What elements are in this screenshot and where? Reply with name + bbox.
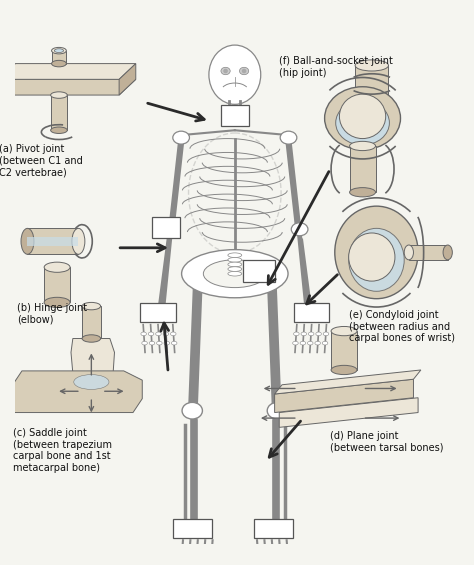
Ellipse shape (155, 332, 161, 336)
Ellipse shape (82, 335, 100, 342)
Ellipse shape (172, 341, 177, 345)
Text: (c) Saddle joint
(between trapezium
carpal bone and 1st
metacarpal bone): (c) Saddle joint (between trapezium carp… (13, 428, 112, 473)
Ellipse shape (349, 228, 404, 292)
Text: (f) Ball-and-socket joint
(hip joint): (f) Ball-and-socket joint (hip joint) (279, 56, 393, 78)
Ellipse shape (315, 341, 320, 345)
Bar (27, 228, 78, 254)
Ellipse shape (163, 332, 169, 336)
Polygon shape (274, 379, 413, 412)
Ellipse shape (51, 92, 67, 98)
Ellipse shape (267, 402, 288, 419)
Ellipse shape (162, 223, 178, 236)
Polygon shape (274, 370, 421, 394)
Ellipse shape (355, 111, 389, 122)
Bar (409, 245, 448, 260)
Ellipse shape (300, 341, 306, 345)
Bar (44, 267, 70, 302)
Ellipse shape (349, 233, 395, 281)
Polygon shape (279, 398, 418, 427)
Bar (27, 237, 78, 246)
FancyBboxPatch shape (294, 303, 329, 322)
Ellipse shape (292, 223, 308, 236)
Text: (e) Condyloid joint
(between radius and
carpal bones of wrist): (e) Condyloid joint (between radius and … (349, 310, 455, 343)
Ellipse shape (156, 341, 162, 345)
Ellipse shape (74, 375, 109, 389)
Bar (51, 95, 67, 131)
Ellipse shape (308, 341, 313, 345)
Ellipse shape (443, 245, 452, 260)
Ellipse shape (331, 327, 357, 336)
Ellipse shape (239, 67, 249, 75)
Ellipse shape (82, 302, 100, 310)
Bar (0, 382, 13, 401)
Ellipse shape (52, 60, 66, 67)
Ellipse shape (228, 271, 242, 276)
Ellipse shape (335, 206, 418, 299)
Bar (52, 51, 66, 64)
Ellipse shape (316, 332, 321, 336)
Ellipse shape (171, 332, 176, 336)
FancyBboxPatch shape (153, 218, 180, 238)
Ellipse shape (203, 260, 266, 288)
Ellipse shape (325, 87, 401, 150)
Ellipse shape (44, 262, 70, 272)
Ellipse shape (221, 67, 230, 75)
Polygon shape (71, 338, 115, 394)
Ellipse shape (323, 332, 329, 336)
FancyBboxPatch shape (221, 105, 249, 125)
Ellipse shape (339, 94, 386, 138)
Ellipse shape (142, 341, 147, 345)
Text: (b) Hinge joint
(elbow): (b) Hinge joint (elbow) (18, 303, 87, 325)
Ellipse shape (228, 253, 242, 258)
Ellipse shape (280, 131, 297, 144)
Ellipse shape (228, 258, 242, 262)
Ellipse shape (209, 45, 261, 105)
Polygon shape (0, 79, 136, 95)
Text: (d) Plane joint
(between tarsal bones): (d) Plane joint (between tarsal bones) (330, 431, 444, 453)
Ellipse shape (301, 332, 307, 336)
Ellipse shape (148, 332, 154, 336)
Polygon shape (119, 64, 136, 95)
Polygon shape (0, 64, 136, 79)
Ellipse shape (355, 60, 389, 71)
Ellipse shape (292, 341, 298, 345)
Ellipse shape (350, 188, 375, 197)
FancyBboxPatch shape (254, 519, 293, 537)
Ellipse shape (72, 228, 85, 254)
Ellipse shape (223, 69, 228, 73)
Text: (a) Pivot joint
(between C1 and
C2 vertebrae): (a) Pivot joint (between C1 and C2 verte… (0, 144, 82, 177)
Ellipse shape (164, 341, 170, 345)
Ellipse shape (21, 228, 34, 254)
Ellipse shape (182, 250, 288, 298)
Ellipse shape (182, 402, 202, 419)
FancyBboxPatch shape (243, 260, 274, 282)
Ellipse shape (173, 131, 190, 144)
Ellipse shape (51, 127, 67, 133)
Ellipse shape (242, 69, 246, 73)
FancyBboxPatch shape (173, 519, 212, 537)
Ellipse shape (228, 267, 242, 271)
Ellipse shape (322, 341, 328, 345)
Ellipse shape (293, 332, 299, 336)
Bar (350, 146, 375, 192)
Bar (82, 306, 100, 338)
Ellipse shape (404, 245, 413, 260)
Ellipse shape (309, 332, 314, 336)
Ellipse shape (350, 141, 375, 151)
Ellipse shape (52, 47, 66, 54)
Ellipse shape (149, 341, 155, 345)
Ellipse shape (141, 332, 146, 336)
Ellipse shape (44, 297, 70, 307)
Bar (355, 66, 389, 116)
Ellipse shape (228, 262, 242, 267)
Ellipse shape (336, 101, 390, 145)
Bar (331, 331, 357, 370)
Ellipse shape (331, 366, 357, 375)
Ellipse shape (55, 49, 64, 53)
FancyBboxPatch shape (140, 303, 175, 322)
Polygon shape (13, 371, 142, 412)
